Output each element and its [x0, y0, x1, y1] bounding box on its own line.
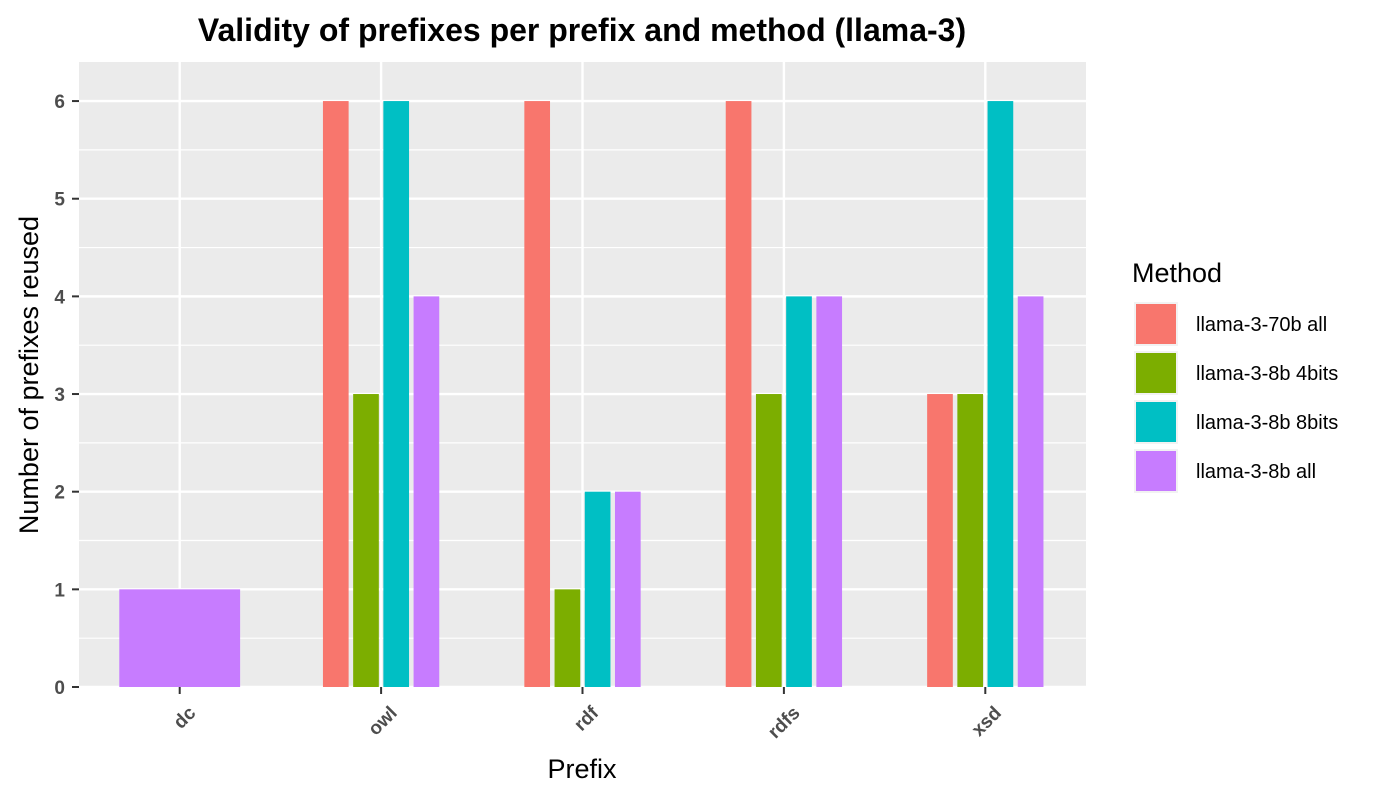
y-tick-label: 0: [54, 678, 65, 699]
bar-xsd-llama-3-70b-all: [927, 394, 953, 687]
legend-label: llama-3-70b all: [1196, 314, 1327, 336]
x-tick-label: rdf: [570, 702, 603, 735]
bar-dc-llama-3-8b-all: [119, 589, 241, 687]
bar-rdf-llama-3-70b-all: [524, 101, 551, 687]
grid-major: [79, 62, 1086, 689]
bar-rdfs-llama-3-8b-4bits: [755, 394, 782, 687]
y-tick-label: 3: [54, 385, 65, 406]
bar-rdfs-llama-3-70b-all: [725, 101, 752, 687]
bar-owl-llama-3-8b-8bits: [383, 101, 410, 687]
bar-rdf-llama-3-8b-all: [614, 491, 641, 687]
bar-rdf-llama-3-8b-4bits: [554, 589, 581, 687]
y-axis-title: Number of prefixes reused: [14, 216, 44, 534]
bar-xsd-llama-3-8b-8bits: [987, 101, 1014, 687]
legend-swatch: [1136, 304, 1176, 344]
x-axis-title: Prefix: [547, 754, 617, 784]
x-tick-label: rdfs: [764, 703, 804, 743]
bar-xsd-llama-3-8b-all: [1017, 296, 1044, 687]
bar-rdf-llama-3-8b-8bits: [584, 491, 611, 687]
legend-label: llama-3-8b all: [1196, 461, 1316, 483]
bar-owl-llama-3-8b-all: [413, 296, 440, 687]
chart-title: Validity of prefixes per prefix and meth…: [198, 12, 966, 48]
y-tick-label: 6: [54, 92, 65, 113]
bar-rdfs-llama-3-8b-8bits: [786, 296, 812, 687]
legend-label: llama-3-8b 8bits: [1196, 412, 1338, 434]
legend-swatch: [1136, 353, 1176, 393]
legend-title: Method: [1132, 258, 1222, 288]
bar-owl-llama-3-70b-all: [322, 101, 349, 687]
bar-owl-llama-3-8b-4bits: [353, 394, 379, 687]
bar-xsd-llama-3-8b-4bits: [957, 394, 984, 687]
y-axis: 0 1 2 3 4 5 6: [54, 92, 79, 699]
y-tick-label: 5: [54, 190, 65, 211]
bars: [119, 101, 1044, 687]
legend-swatch: [1136, 451, 1176, 491]
x-tick-label: owl: [364, 703, 401, 740]
y-tick-label: 4: [54, 287, 65, 308]
bar-rdfs-llama-3-8b-all: [816, 296, 843, 687]
y-tick-label: 2: [54, 483, 65, 504]
x-tick-label: xsd: [968, 703, 1006, 741]
y-tick-label: 1: [54, 580, 65, 601]
legend-swatch: [1136, 402, 1176, 442]
legend: Method llama-3-70b all llama-3-8b 4bits ll…: [1132, 258, 1338, 493]
x-tick-label: dc: [170, 702, 201, 733]
legend-label: llama-3-8b 4bits: [1196, 363, 1338, 385]
x-axis: dc owl rdf rdfs xsd: [170, 687, 1006, 743]
